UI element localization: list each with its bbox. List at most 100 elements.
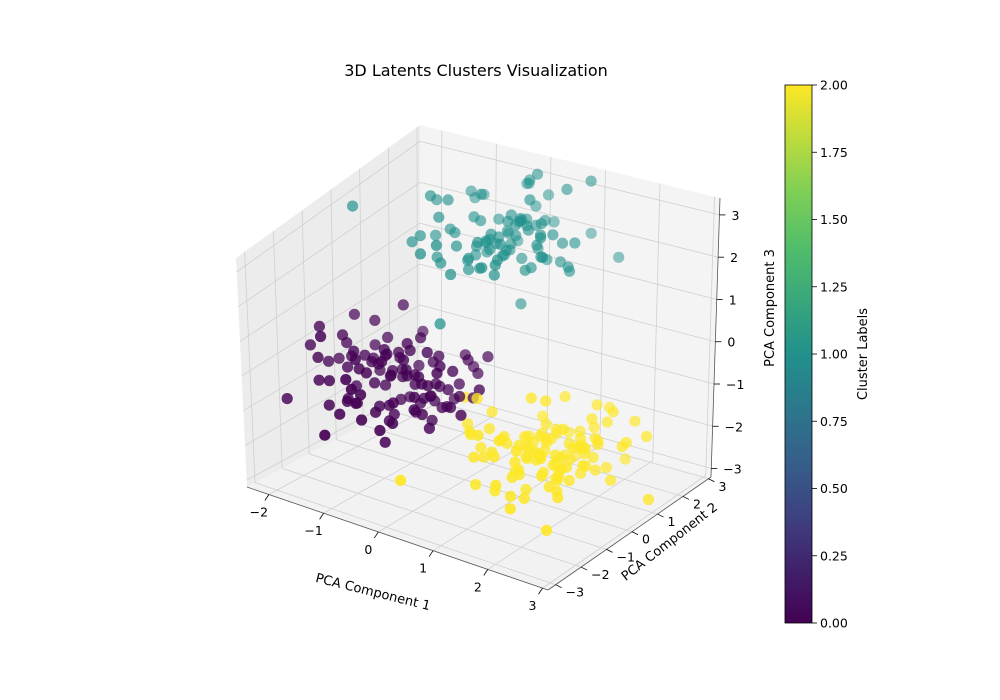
x-tick-label-mark <box>264 494 270 501</box>
colorbar <box>784 84 813 624</box>
scatter-point <box>345 383 357 395</box>
grid-x-floor <box>542 475 706 589</box>
scatter-point <box>340 374 352 386</box>
y-tick-label: −3 <box>566 585 584 600</box>
y-axis-line <box>547 476 712 591</box>
x-tick-label-mark <box>483 569 489 576</box>
scatter-point <box>445 268 457 281</box>
x-tick-label: 1 <box>419 561 427 576</box>
scatter-point <box>557 423 569 435</box>
scatter-point <box>587 451 599 463</box>
scatter-point <box>521 440 533 452</box>
scatter-point <box>563 474 575 487</box>
tick-labels: −2 −1 0 1 2 3 −3 −2 −1 0 1 2 3 −3 −2 −1 0 1 2 3 <box>250 208 745 613</box>
scatter-point <box>347 200 359 212</box>
scatter-point <box>488 451 500 463</box>
grid-x-back <box>705 196 715 476</box>
scatter-point <box>607 406 619 418</box>
scatter-point <box>421 346 433 359</box>
scatter-point <box>489 259 501 271</box>
x-tick-label: −2 <box>250 504 268 519</box>
scatter-point <box>356 414 368 426</box>
scatter-point <box>552 470 565 482</box>
scatter-point <box>342 361 354 373</box>
scatter-point <box>423 422 435 434</box>
scatter-point <box>453 378 465 390</box>
scatter-points <box>281 168 655 537</box>
scatter-point <box>404 344 416 357</box>
scatter-point <box>431 367 443 379</box>
grid-x-back <box>599 170 606 446</box>
y-tick-label: −2 <box>591 567 609 582</box>
scatter-point <box>589 432 601 444</box>
scatter-point <box>525 392 537 404</box>
scatter-point <box>510 445 522 457</box>
z-tick-label: −1 <box>726 377 744 392</box>
scatter-point <box>484 243 496 255</box>
scatter-point <box>548 216 560 228</box>
scatter-point <box>379 379 392 391</box>
scatter-point <box>488 269 500 281</box>
scatter-point <box>416 408 428 421</box>
scatter-point <box>619 453 631 465</box>
scatter-point <box>382 331 394 343</box>
scatter-point <box>401 370 413 382</box>
scatter-point <box>540 524 553 537</box>
scatter-point <box>589 464 602 476</box>
grid-y-floor <box>417 396 709 480</box>
scatter-point <box>475 442 487 454</box>
scatter-point <box>473 384 485 396</box>
scatter-point <box>366 356 378 368</box>
y-tick-label: 3 <box>718 479 726 494</box>
scatter-point <box>350 397 362 409</box>
grid-z-back <box>419 140 720 216</box>
scatter-point <box>463 252 475 264</box>
scatter-point <box>313 320 325 332</box>
scatter-point <box>433 350 445 362</box>
scatter-point <box>435 257 447 269</box>
scatter-point <box>323 375 335 387</box>
scatter-point <box>465 185 477 197</box>
x-axis-line <box>246 486 549 591</box>
grid-z-left <box>241 263 421 377</box>
scatter-point <box>416 378 428 390</box>
scatter-point <box>387 417 399 429</box>
scatter-point <box>413 359 425 372</box>
scatter-point <box>397 299 409 311</box>
scatter-point <box>586 413 598 425</box>
scatter-point <box>542 189 555 201</box>
scatter-point <box>516 252 528 264</box>
scatter-point <box>520 451 532 463</box>
scatter-point <box>464 426 476 438</box>
z-tick-label: −2 <box>725 419 743 434</box>
scatter-point <box>600 461 613 474</box>
scatter-point <box>312 351 324 363</box>
grid-z-back <box>419 263 716 343</box>
scatter-point <box>436 402 448 414</box>
scatter-point <box>483 423 495 435</box>
scatter-point <box>369 377 381 389</box>
x-tick-label-mark <box>428 550 434 557</box>
grid-y-floor <box>254 482 556 586</box>
scatter-point <box>536 470 548 482</box>
z-tick-label: 3 <box>731 208 739 223</box>
scatter-point <box>319 429 331 441</box>
scatter-point <box>549 449 562 461</box>
scatter-point <box>502 215 514 227</box>
scatter-point <box>336 329 349 341</box>
x-tick-label-mark <box>538 587 543 595</box>
grid-x-back <box>546 156 552 431</box>
back-pane <box>420 125 720 477</box>
scatter-point <box>378 344 390 356</box>
scatter-point <box>415 332 427 344</box>
scatter-point <box>433 211 445 223</box>
scatter-point <box>348 308 360 320</box>
grid-y-floor <box>282 467 582 568</box>
scatter-point <box>501 225 513 237</box>
colorbar-tick-label: 1.00 <box>820 347 848 362</box>
scatter-point <box>447 365 459 377</box>
scatter-point <box>540 395 552 407</box>
scatter-point <box>478 451 490 463</box>
scatter-point <box>519 431 531 443</box>
